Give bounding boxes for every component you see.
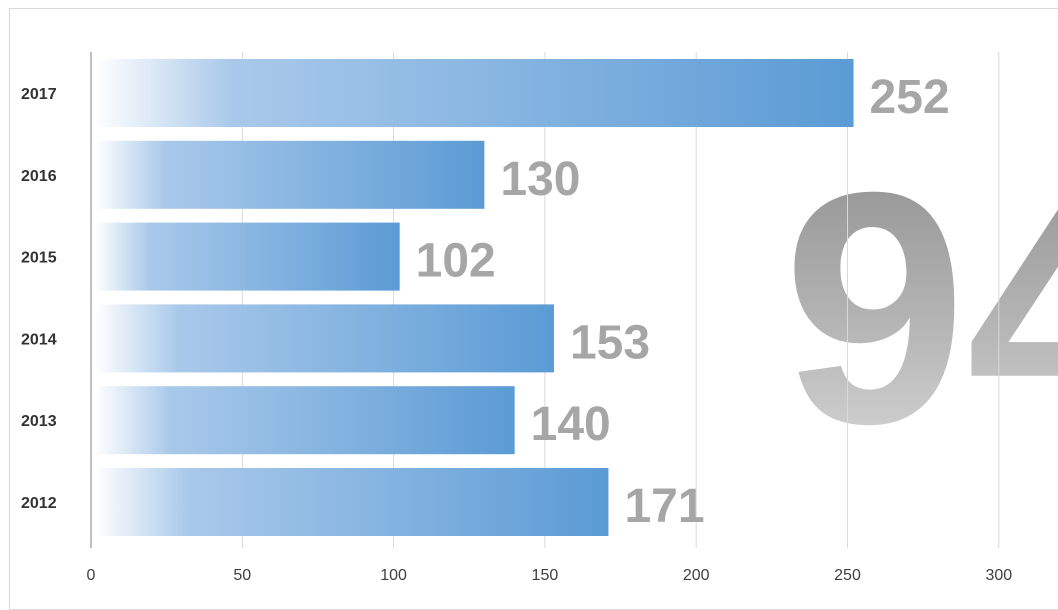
y-tick-label: 2012 — [21, 495, 57, 512]
bar — [95, 386, 515, 455]
data-label: 153 — [570, 316, 650, 369]
bar — [95, 222, 400, 291]
gridlines — [90, 52, 1000, 548]
y-tick-label: 2015 — [21, 250, 57, 267]
data-label: 171 — [624, 480, 704, 533]
y-tick-label: 2013 — [21, 413, 57, 430]
x-tick-label: 150 — [532, 567, 559, 584]
bar — [95, 468, 609, 536]
data-label: 140 — [531, 398, 611, 451]
bar — [95, 59, 854, 127]
bar — [95, 304, 554, 373]
x-tick-label: 200 — [683, 567, 710, 584]
y-tick-label: 2017 — [21, 86, 57, 103]
bar — [95, 140, 485, 209]
bar-chart: 94 0 50 100 150 200 250 300 2017 252 2016 130 2015 1… — [21, 52, 1058, 584]
watermark-layer: 94 — [783, 123, 1058, 492]
x-tick-label: 100 — [380, 567, 407, 584]
x-tick-label: 300 — [985, 567, 1012, 584]
y-tick-label: 2016 — [21, 168, 57, 185]
bars — [95, 59, 854, 536]
x-tick-label: 0 — [87, 567, 96, 584]
background-number: 94 — [783, 123, 1058, 492]
labels: 0 50 100 150 200 250 300 2017 252 2016 130 2015 102 2… — [21, 71, 1012, 584]
x-tick-label: 50 — [233, 567, 251, 584]
data-label: 102 — [416, 235, 496, 288]
y-tick-label: 2014 — [21, 331, 57, 348]
x-tick-label: 250 — [834, 567, 861, 584]
data-label: 130 — [500, 153, 580, 206]
data-label: 252 — [870, 71, 950, 124]
